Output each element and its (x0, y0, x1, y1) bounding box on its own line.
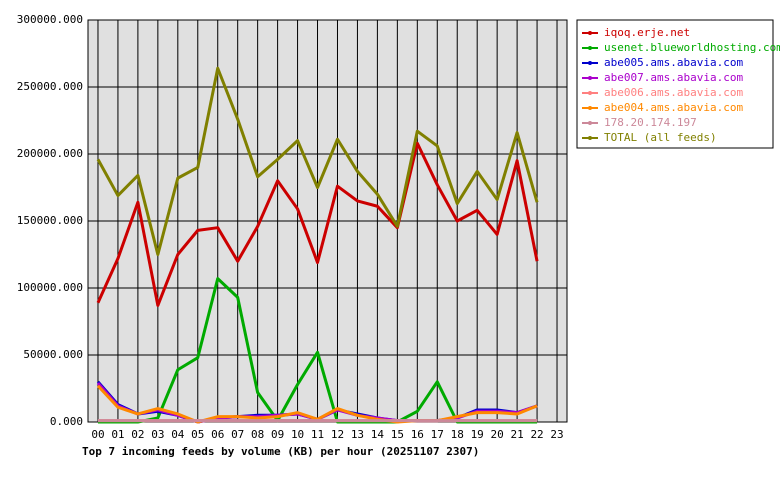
x-tick-label: 13 (351, 428, 364, 441)
legend-label: TOTAL (all feeds) (604, 131, 717, 144)
x-tick-label: 03 (151, 428, 164, 441)
legend-marker (588, 136, 592, 140)
y-tick-label: 200000.000 (17, 147, 83, 160)
y-tick-label: 50000.000 (23, 348, 83, 361)
legend-label: usenet.blueworldhosting.com (604, 41, 780, 54)
y-tick-label: 300000.000 (17, 13, 83, 26)
x-tick-label: 15 (391, 428, 404, 441)
x-tick-label: 20 (491, 428, 504, 441)
y-tick-label: 150000.000 (17, 214, 83, 227)
legend-marker (588, 76, 592, 80)
legend-marker (588, 61, 592, 65)
x-tick-label: 10 (291, 428, 304, 441)
legend-marker (588, 91, 592, 95)
legend-marker (588, 46, 592, 50)
x-tick-label: 18 (451, 428, 464, 441)
chart-title: Top 7 incoming feeds by volume (KB) per … (82, 445, 479, 458)
legend-label: 178.20.174.197 (604, 116, 697, 129)
series-line (96, 66, 539, 256)
legend-marker (588, 121, 592, 125)
x-tick-label: 12 (331, 428, 344, 441)
legend-box (576, 19, 774, 149)
x-tick-label: 00 (91, 428, 104, 441)
x-tick-label: 21 (510, 428, 523, 441)
legend-marker (588, 106, 592, 110)
x-tick-label: 08 (251, 428, 264, 441)
x-tick-label: 23 (550, 428, 563, 441)
legend-label: abe007.ams.abavia.com (604, 71, 743, 84)
x-tick-label: 07 (231, 428, 244, 441)
x-tick-label: 04 (171, 428, 185, 441)
x-tick-label: 17 (431, 428, 444, 441)
x-tick-label: 19 (471, 428, 484, 441)
x-tick-label: 09 (271, 428, 284, 441)
legend-label: iqoq.erje.net (604, 26, 690, 39)
legend-label: abe004.ams.abavia.com (604, 101, 743, 114)
y-tick-label: 100000.000 (17, 281, 83, 294)
y-tick-label: 0.000 (50, 415, 83, 428)
x-tick-label: 02 (131, 428, 144, 441)
x-tick-label: 05 (191, 428, 204, 441)
x-tick-label: 14 (371, 428, 385, 441)
x-tick-label: 06 (211, 428, 224, 441)
legend-label: abe006.ams.abavia.com (604, 86, 743, 99)
series-line (96, 141, 539, 307)
x-tick-label: 22 (530, 428, 543, 441)
legend-label: abe005.ams.abavia.com (604, 56, 743, 69)
x-tick-label: 16 (411, 428, 424, 441)
legend-marker (588, 31, 592, 35)
y-tick-label: 250000.000 (17, 80, 83, 93)
x-tick-label: 11 (311, 428, 324, 441)
x-tick-label: 01 (111, 428, 124, 441)
